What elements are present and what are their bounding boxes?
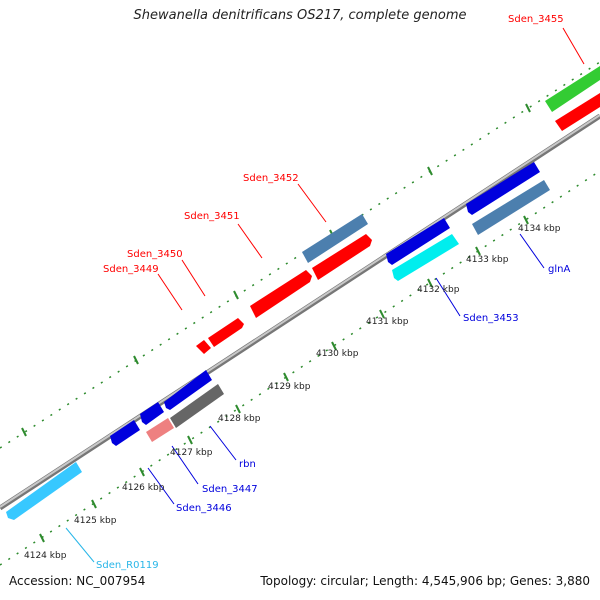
gene-sden-3453-blue[interactable] — [386, 218, 450, 265]
accession-text: Accession: NC_007954 — [9, 574, 146, 588]
gene-rbn-grey[interactable] — [170, 384, 224, 428]
scale-labels: 4124 kbp 4125 kbp 4126 kbp 4127 kbp 4128… — [24, 224, 561, 561]
scale-label: 4124 kbp — [24, 551, 67, 561]
upper-tick — [133, 355, 139, 365]
label-sden-R0119[interactable]: Sden_R0119 — [96, 560, 159, 571]
label-sden-3449[interactable]: Sden_3449 — [103, 264, 159, 275]
connector-sden-3449 — [157, 273, 183, 311]
scale-label: 4131 kbp — [366, 317, 409, 327]
tick-4126 — [139, 467, 145, 477]
gene-sden-3447-blue[interactable] — [140, 402, 164, 425]
upper-tick — [427, 166, 433, 176]
gene-sden-3453[interactable] — [392, 234, 459, 281]
gene-sden-3451[interactable] — [250, 270, 312, 318]
tick-4128 — [235, 404, 241, 414]
connector-sden-R0119 — [65, 527, 95, 563]
scale-label: 4133 kbp — [466, 255, 509, 265]
connector-sden-3446 — [147, 467, 175, 505]
gene-labels: Sden_3455 Sden_3452 Sden_3451 Sden_3450 … — [96, 14, 570, 571]
gene-rbn-blue[interactable] — [164, 370, 212, 410]
lower-tick-rail-line — [0, 170, 600, 566]
gene-green[interactable] — [545, 66, 600, 112]
reverse-genes — [6, 162, 550, 520]
connector-sden-3452 — [297, 183, 327, 223]
label-connectors — [65, 27, 585, 563]
label-sden-3451[interactable]: Sden_3451 — [184, 211, 240, 222]
upper-tick — [233, 290, 239, 300]
tick-4131 — [379, 309, 385, 319]
tick-4134 — [523, 215, 529, 225]
label-glnA[interactable]: glnA — [548, 264, 570, 275]
scale-label: 4134 kbp — [518, 224, 561, 234]
connector-sden-3453 — [435, 277, 461, 317]
connector-sden-3447 — [171, 445, 199, 485]
scale-label: 4129 kbp — [268, 382, 311, 392]
upper-tick — [21, 427, 27, 437]
gene-glnA-blue[interactable] — [466, 162, 540, 215]
label-sden-3452[interactable]: Sden_3452 — [243, 173, 299, 184]
gene-sden-3447-pink[interactable] — [146, 418, 174, 442]
gene-sden-3452-box[interactable] — [302, 214, 368, 263]
tick-4132 — [427, 278, 433, 288]
label-sden-3453[interactable]: Sden_3453 — [463, 313, 519, 324]
gene-sden-R0119[interactable] — [6, 462, 82, 520]
scale-label: 4128 kbp — [218, 414, 261, 424]
label-sden-3446[interactable]: Sden_3446 — [176, 503, 232, 514]
tick-4130 — [331, 341, 337, 351]
gene-sden-3452[interactable] — [312, 234, 372, 280]
gene-sden-3450[interactable] — [208, 318, 244, 347]
map-title: Shewanella denitrificans OS217, complete… — [133, 8, 467, 23]
scale-label: 4126 kbp — [122, 483, 165, 493]
genome-backbone-highlight — [0, 114, 600, 508]
scale-label: 4130 kbp — [316, 349, 359, 359]
scale-label: 4125 kbp — [74, 516, 117, 526]
label-sden-3450[interactable]: Sden_3450 — [127, 249, 183, 260]
tick-4129 — [283, 372, 289, 382]
gene-sden-3449[interactable] — [196, 340, 211, 354]
tick-4127 — [187, 435, 193, 445]
label-sden-3447[interactable]: Sden_3447 — [202, 484, 258, 495]
major-ticks — [21, 103, 531, 543]
scale-label: 4127 kbp — [170, 448, 213, 458]
gene-sden-3446[interactable] — [110, 420, 140, 446]
scale-label: 4132 kbp — [417, 285, 460, 295]
gene-glnA-box[interactable] — [472, 180, 550, 235]
connector-sden-3451 — [237, 223, 263, 259]
upper-tick — [525, 103, 531, 113]
tick-4133 — [475, 246, 481, 256]
genome-stats-text: Topology: circular; Length: 4,545,906 bp… — [260, 574, 590, 588]
forward-genes — [196, 66, 600, 354]
label-sden-3455[interactable]: Sden_3455 — [508, 14, 564, 25]
tick-4125 — [91, 499, 97, 509]
gene-sden-3455[interactable] — [555, 93, 600, 131]
connector-rbn — [209, 425, 237, 461]
connector-glnA — [519, 233, 545, 269]
tick-4124 — [39, 533, 45, 543]
lower-tick-rail — [0, 170, 600, 566]
connector-sden-3450 — [181, 259, 206, 297]
label-rbn[interactable]: rbn — [239, 459, 256, 470]
connector-sden-3455 — [562, 27, 585, 65]
